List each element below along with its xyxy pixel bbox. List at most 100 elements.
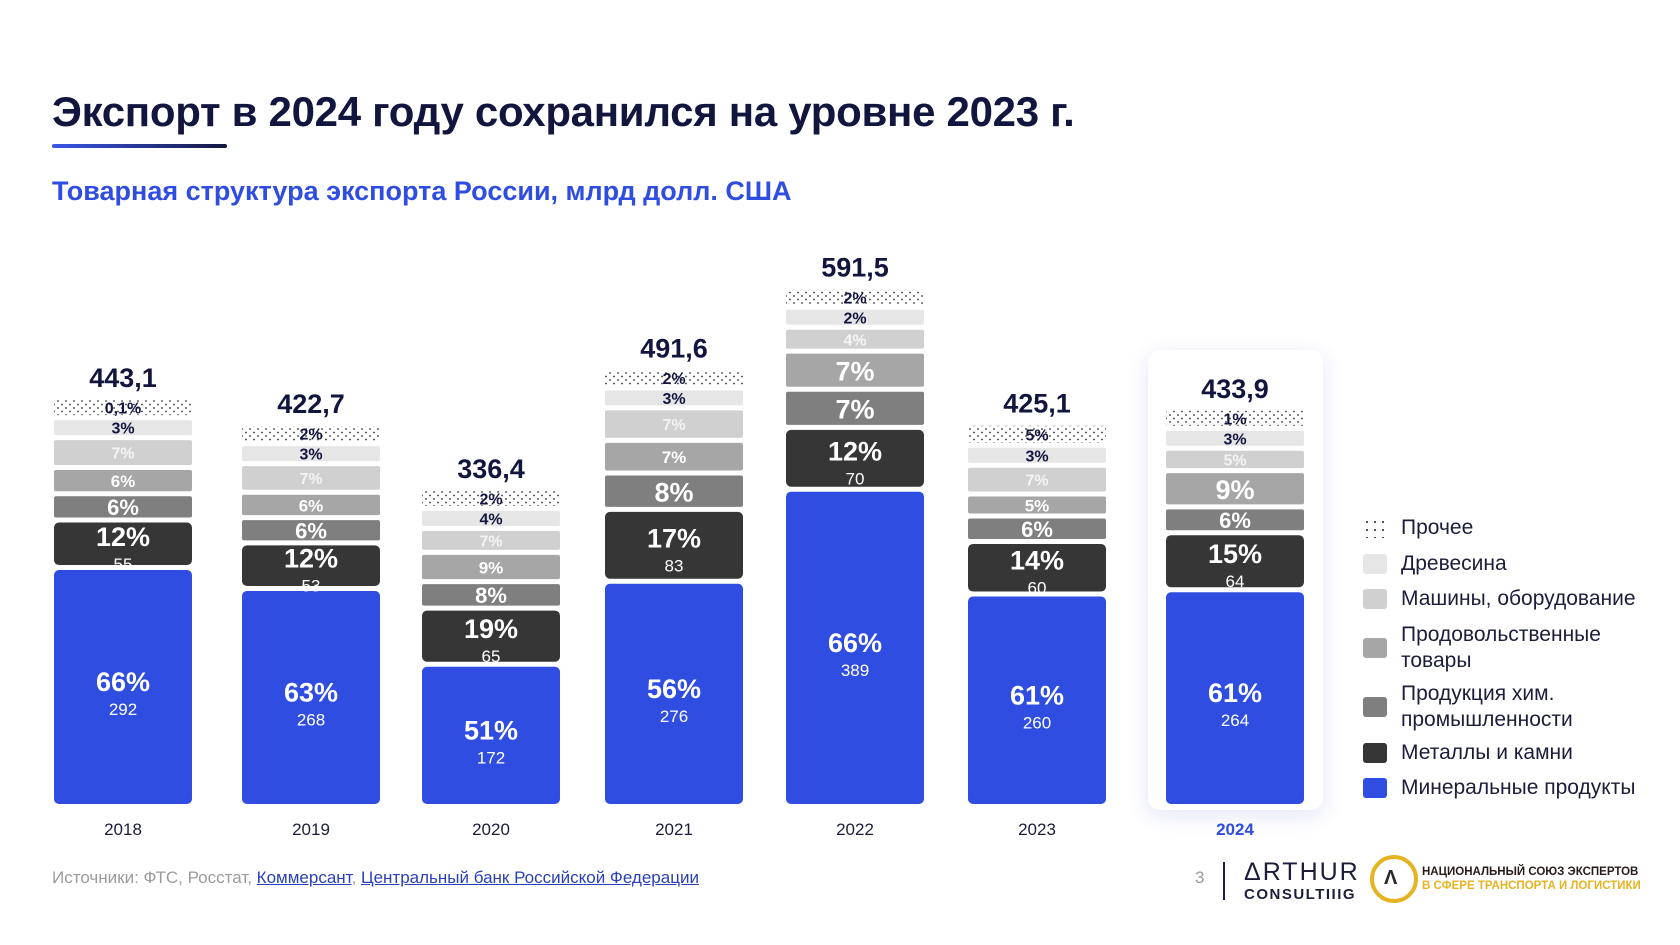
segment-value-label: 83: [665, 556, 684, 575]
legend-item: Прочее: [1363, 515, 1473, 541]
segment-2024-4: [1166, 450, 1304, 469]
source-link-kommersant[interactable]: Коммерсант: [256, 868, 352, 887]
segment-2020-1: [422, 610, 560, 662]
segment-2022-2: [786, 391, 924, 425]
segment-2022-4: [786, 329, 924, 349]
chart-subtitle: Товарная структура экспорта России, млрд…: [52, 176, 792, 206]
segment-2019-0: [242, 590, 380, 804]
legend-swatch: [1363, 518, 1387, 538]
segment-2023-5: [968, 447, 1106, 463]
legend-label: Машины, оборудование: [1401, 586, 1636, 612]
segment-2024-3: [1166, 473, 1304, 505]
title-underline: [52, 144, 227, 148]
segment-2021-2: [605, 475, 743, 507]
segment-percent-label: 6%: [111, 472, 136, 491]
legend-item: Минеральные продукты: [1363, 775, 1635, 801]
segment-2022-6: [786, 289, 924, 305]
source-link-cbr[interactable]: Центральный банк Российской Федерации: [361, 868, 699, 887]
segment-2021-0: [605, 583, 743, 804]
bar-total-label: 425,1: [1003, 389, 1071, 419]
segment-2021-1: [605, 511, 743, 579]
segment-2022-1: [786, 429, 924, 487]
segment-percent-label: 6%: [1021, 517, 1053, 542]
segment-value-label: 55: [114, 555, 133, 574]
legend-label: Минеральные продукты: [1401, 775, 1635, 801]
segment-percent-label: 7%: [662, 417, 685, 434]
nse-emblem-glyph: Λ: [1384, 867, 1398, 889]
segment-percent-label: 61%: [1010, 680, 1064, 710]
segment-percent-label: 9%: [479, 558, 504, 577]
segment-percent-label: 3%: [662, 391, 685, 408]
segment-percent-label: 7%: [662, 448, 687, 467]
segment-2024-6: [1166, 410, 1304, 426]
segment-percent-label: 66%: [828, 628, 882, 658]
nse-logo-line1: НАЦИОНАЛЬНЫЙ СОЮЗ ЭКСПЕРТОВ: [1422, 866, 1639, 878]
legend-swatch: [1363, 778, 1387, 798]
sources-prefix: Источники: ФТС, Росстат,: [52, 868, 257, 887]
segment-2018-1: [54, 522, 192, 566]
legend-label-line: Древесина: [1401, 552, 1507, 575]
legend-swatch: [1363, 697, 1387, 717]
segment-value-label: 276: [660, 707, 688, 726]
segment-2023-6: [968, 425, 1106, 443]
legend-label: Древесина: [1401, 551, 1507, 577]
segment-value-label: 70: [846, 469, 865, 488]
segment-percent-label: 56%: [647, 674, 701, 704]
footer-divider: [1223, 862, 1225, 900]
segment-2022-3: [786, 353, 924, 387]
page-number: 3: [1195, 868, 1205, 887]
segment-2024-5: [1166, 430, 1304, 446]
segment-percent-label: 7%: [111, 446, 134, 463]
segment-2019-5: [242, 446, 380, 462]
legend-swatch: [1363, 743, 1387, 763]
segment-percent-label: 12%: [828, 436, 882, 466]
segment-percent-label: 2%: [843, 290, 866, 307]
segment-value-label: 53: [302, 577, 321, 596]
segment-value-label: 264: [1221, 711, 1249, 730]
segment-2023-3: [968, 496, 1106, 514]
bar-2023: 61% 260 14% 60 6% 5% 7% 3% 5% 425,1 2023: [968, 389, 1106, 839]
bar-2024: 61% 264 15% 64 6% 9% 5% 3% 1% 433,9 2024: [1166, 374, 1304, 839]
segment-2020-3: [422, 554, 560, 580]
segment-2019-1: [242, 545, 380, 586]
arthur-logo-line1: ΔRTHUR: [1244, 858, 1360, 886]
bar-total-label: 336,4: [457, 454, 525, 484]
segment-2023-4: [968, 467, 1106, 492]
segment-2021-6: [605, 370, 743, 386]
x-tick-label: 2021: [655, 820, 693, 839]
segment-2021-4: [605, 410, 743, 438]
segment-2022-5: [786, 309, 924, 325]
legend-label-line: Продовольственные: [1401, 623, 1601, 646]
segment-2022-0: [786, 491, 924, 804]
bar-2019: 63% 268 12% 53 6% 6% 7% 3% 2% 422,7 2019: [242, 389, 380, 839]
segment-percent-label: 7%: [835, 356, 874, 386]
segment-percent-label: 7%: [299, 471, 322, 488]
x-tick-label: 2020: [472, 820, 510, 839]
segment-percent-label: 17%: [647, 523, 701, 553]
segment-2024-0: [1166, 592, 1304, 804]
legend-label-line: промышленности: [1401, 708, 1573, 731]
legend-label: Прочее: [1401, 515, 1473, 541]
segment-2021-5: [605, 390, 743, 406]
bar-2022: 66% 389 12% 70 7% 7% 4% 2% 2% 591,5 2022: [786, 253, 924, 839]
segment-percent-label: 8%: [654, 477, 693, 507]
segment-2019-4: [242, 466, 380, 490]
segment-percent-label: 3%: [1223, 431, 1246, 448]
segment-percent-label: 6%: [299, 496, 324, 515]
segment-percent-label: 7%: [479, 534, 502, 551]
segment-percent-label: 2%: [662, 371, 685, 388]
legend-label-line: Продукция хим.: [1401, 682, 1555, 705]
bar-total-label: 422,7: [277, 389, 345, 419]
segment-percent-label: 4%: [479, 512, 502, 529]
segment-percent-label: 15%: [1208, 539, 1262, 569]
bars-layer: 66% 292 12% 55 6% 6% 7% 3% 0,1% 443,1 2018 63% 268 12…: [54, 253, 1304, 839]
nse-logo: Λ НАЦИОНАЛЬНЫЙ СОЮЗ ЭКСПЕРТОВ В СФЕРЕ ТР…: [1370, 855, 1641, 903]
legend-label-line: Машины, оборудование: [1401, 587, 1636, 610]
segment-2020-2: [422, 584, 560, 606]
segment-percent-label: 51%: [464, 715, 518, 745]
legend-label-line: Металлы и камни: [1401, 741, 1573, 764]
arthur-consulting-logo: ΔRTHUR CONSULTIIIG: [1244, 858, 1360, 903]
segment-percent-label: 2%: [843, 310, 866, 327]
bar-total-label: 491,6: [640, 333, 708, 363]
